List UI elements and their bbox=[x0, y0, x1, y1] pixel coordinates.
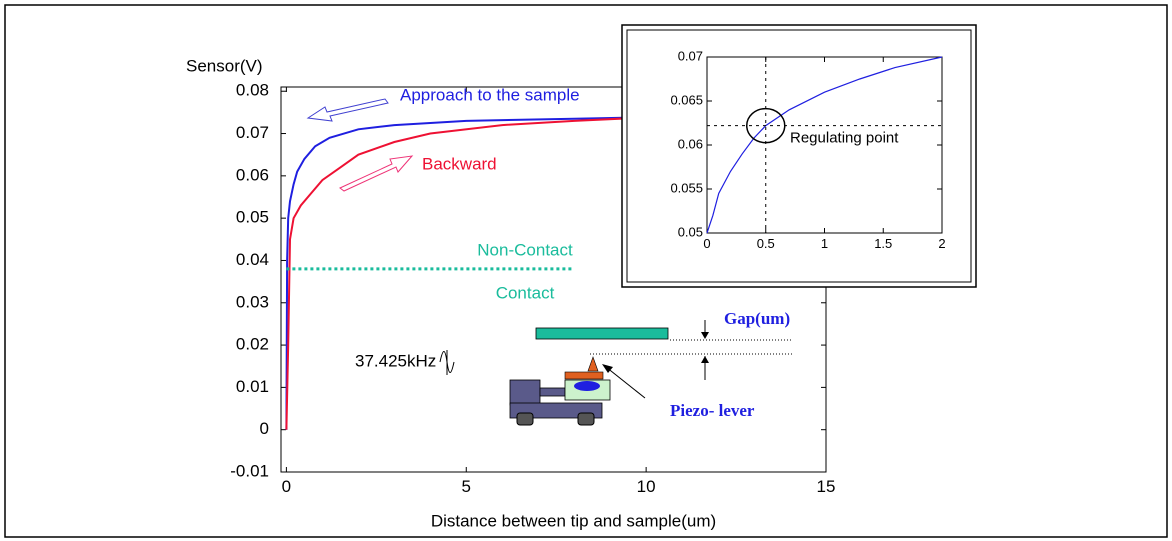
y-tick-label: 0 bbox=[260, 419, 269, 438]
y-tick-label: 0.08 bbox=[236, 81, 269, 100]
y-tick-label: 0.06 bbox=[236, 165, 269, 184]
x-tick-label: 0 bbox=[703, 236, 710, 251]
annotation: Piezo- lever bbox=[670, 401, 755, 420]
x-tick-label: 15 bbox=[817, 477, 836, 496]
y-tick-label: 0.07 bbox=[678, 48, 703, 63]
marker-circle bbox=[746, 107, 786, 144]
x-tick-label: 10 bbox=[637, 477, 656, 496]
reference-label: Contact bbox=[496, 283, 555, 302]
inset-frame bbox=[626, 29, 972, 283]
y-tick-label: -0.01 bbox=[230, 461, 269, 480]
y-tick-label: 0.03 bbox=[236, 292, 269, 311]
x-tick-label: 1 bbox=[821, 236, 828, 251]
y-tick-label: 0.065 bbox=[670, 92, 703, 107]
annotation: 37.425kHz bbox=[355, 351, 436, 370]
x-tick-label: 0 bbox=[282, 477, 291, 496]
y-tick-label: 0.05 bbox=[678, 224, 703, 239]
y-tick-label: 0.07 bbox=[236, 123, 269, 142]
y-tick-label: 0.04 bbox=[236, 250, 269, 269]
reference-label: Non-Contact bbox=[477, 240, 573, 259]
annotation: Gap(um) bbox=[724, 309, 790, 328]
series-label: Approach to the sample bbox=[400, 85, 580, 104]
x-axis-label: Distance between tip and sample(um) bbox=[431, 511, 716, 530]
y-tick-label: 0.055 bbox=[670, 180, 703, 195]
y-tick-label: 0.05 bbox=[236, 208, 269, 227]
line bbox=[285, 115, 719, 430]
y-tick-label: 0.06 bbox=[678, 136, 703, 151]
x-tick-label: 5 bbox=[462, 477, 471, 496]
x-tick-label: 0.5 bbox=[757, 236, 775, 251]
x-tick-label: 1.5 bbox=[874, 236, 892, 251]
inset-chart: 0.05 0.055 0.06 0.065 0.07 0 0.5 1 1.5 2 Regulatin… bbox=[670, 48, 945, 251]
y-tick-label: 0.02 bbox=[236, 335, 269, 354]
y-axis-label: Sensor(V) bbox=[186, 56, 263, 75]
schematic bbox=[306, 98, 793, 426]
x-tick-label: 2 bbox=[938, 236, 945, 251]
marker-label: Regulating point bbox=[790, 130, 899, 147]
line bbox=[285, 115, 826, 430]
y-tick-label: 0.01 bbox=[236, 377, 269, 396]
series-label: Backward bbox=[422, 154, 497, 173]
line bbox=[706, 56, 943, 234]
